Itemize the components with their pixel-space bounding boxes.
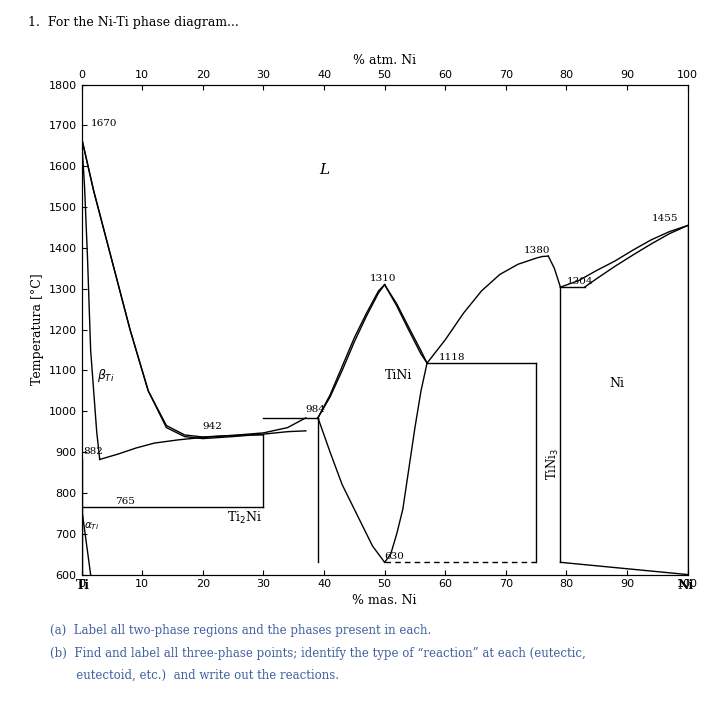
X-axis label: % mas. Ni: % mas. Ni: [352, 594, 417, 606]
Text: 1380: 1380: [524, 246, 551, 255]
Text: (a)  Label all two-phase regions and the phases present in each.: (a) Label all two-phase regions and the …: [50, 624, 431, 637]
Text: TiNi: TiNi: [385, 369, 412, 381]
Text: 1118: 1118: [439, 352, 466, 362]
Text: 942: 942: [203, 422, 223, 431]
Text: 882: 882: [84, 447, 104, 456]
Text: Ni: Ni: [609, 376, 624, 390]
Text: 1310: 1310: [369, 274, 396, 283]
Text: 1455: 1455: [652, 214, 678, 223]
Text: 1670: 1670: [91, 119, 117, 128]
Text: Ni: Ni: [678, 580, 694, 592]
Text: 1.  For the Ni-Ti phase diagram...: 1. For the Ni-Ti phase diagram...: [28, 16, 239, 28]
Text: 1304: 1304: [566, 277, 593, 286]
Text: TiNi$_3$: TiNi$_3$: [545, 448, 562, 481]
Text: 765: 765: [115, 497, 135, 506]
Text: 984: 984: [306, 405, 325, 414]
X-axis label: % atm. Ni: % atm. Ni: [353, 54, 416, 67]
Text: 630: 630: [385, 552, 405, 561]
Text: (b)  Find and label all three-phase points; identify the type of “reaction” at e: (b) Find and label all three-phase point…: [50, 647, 586, 660]
Text: $\beta_{Ti}$: $\beta_{Ti}$: [96, 367, 114, 384]
Text: eutectoid, etc.)  and write out the reactions.: eutectoid, etc.) and write out the react…: [50, 668, 339, 681]
Text: $\alpha_{Ti}$: $\alpha_{Ti}$: [84, 520, 99, 532]
Y-axis label: Temperatura [°C]: Temperatura [°C]: [31, 274, 45, 386]
Text: Ti$_2$Ni: Ti$_2$Ni: [227, 510, 262, 526]
Text: Ti: Ti: [75, 580, 89, 592]
Text: L: L: [319, 164, 329, 178]
